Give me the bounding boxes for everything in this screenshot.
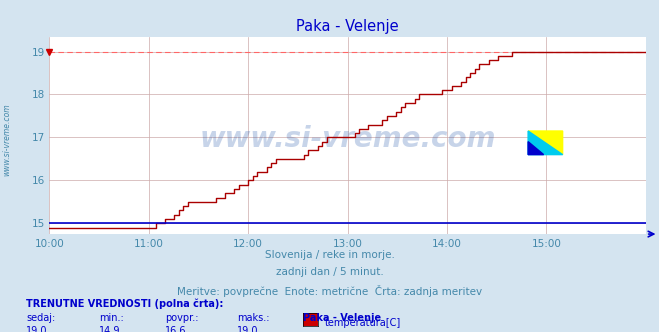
Polygon shape (528, 131, 563, 155)
Text: www.si-vreme.com: www.si-vreme.com (2, 103, 11, 176)
Text: povpr.:: povpr.: (165, 313, 198, 323)
Polygon shape (528, 142, 544, 155)
Text: 19,0: 19,0 (26, 326, 48, 332)
Text: TRENUTNE VREDNOSTI (polna črta):: TRENUTNE VREDNOSTI (polna črta): (26, 299, 224, 309)
Text: 16,6: 16,6 (165, 326, 186, 332)
Text: temperatura[C]: temperatura[C] (325, 318, 401, 328)
Text: sedaj:: sedaj: (26, 313, 55, 323)
Polygon shape (528, 131, 563, 155)
Text: Paka - Velenje: Paka - Velenje (303, 313, 382, 323)
Text: maks.:: maks.: (237, 313, 270, 323)
Title: Paka - Velenje: Paka - Velenje (297, 19, 399, 34)
Text: Slovenija / reke in morje.: Slovenija / reke in morje. (264, 250, 395, 260)
Text: 19,0: 19,0 (237, 326, 259, 332)
Text: www.si-vreme.com: www.si-vreme.com (200, 125, 496, 153)
Text: zadnji dan / 5 minut.: zadnji dan / 5 minut. (275, 267, 384, 277)
Text: min.:: min.: (99, 313, 124, 323)
Text: Meritve: povprečne  Enote: metrične  Črta: zadnja meritev: Meritve: povprečne Enote: metrične Črta:… (177, 285, 482, 297)
Text: 14,9: 14,9 (99, 326, 121, 332)
